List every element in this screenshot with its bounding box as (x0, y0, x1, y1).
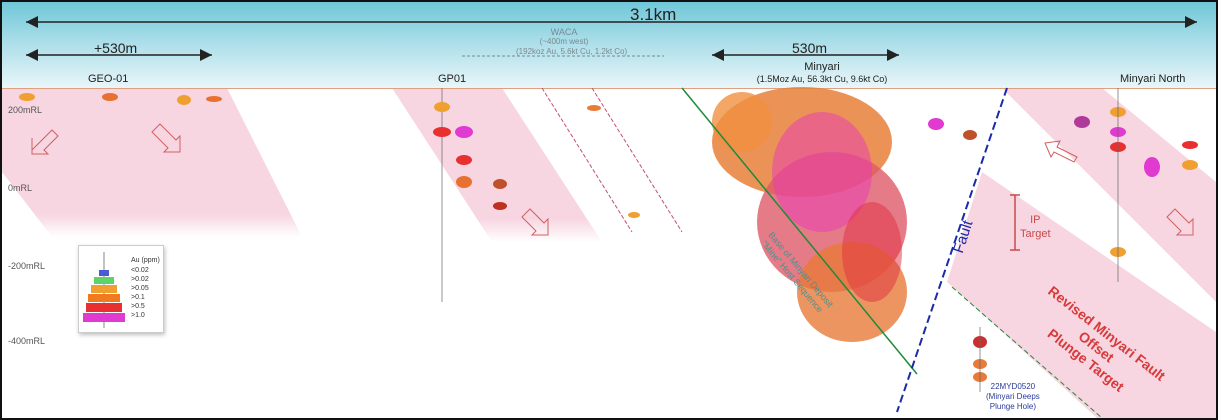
open-zone-geo01 (2, 88, 302, 237)
legend-item: >1.0 (131, 312, 145, 319)
waca-label: WACA (~400m west) (192koz Au, 5.6kt Cu, … (516, 27, 628, 57)
rl-label-neg400: -400mRL (8, 336, 46, 346)
minyari-label: Minyari (1.5Moz Au, 56.3kt Cu, 9.6kt Co) (732, 61, 912, 85)
site-label-gp01: GP01 (438, 73, 467, 85)
hole-desc-line1: (Minyari Deeps (986, 392, 1040, 401)
base-host-sequence-line (681, 87, 918, 375)
legend-item: >0.05 (131, 285, 149, 292)
legend-title: Au (ppm) (131, 257, 160, 264)
legend-item: >0.1 (131, 294, 145, 301)
waca-resource: (192koz Au, 5.6kt Cu, 1.2kt Co) (516, 47, 628, 56)
site-label-geo01: GEO-01 (88, 73, 129, 85)
total-distance-label: 3.1km (630, 5, 677, 24)
hole-id: 22MYD0520 (990, 382, 1036, 391)
minyari-name: Minyari (804, 61, 840, 73)
left-distance-label: +530m (94, 40, 138, 56)
minyari-resource: (1.5Moz Au, 56.3kt Cu, 9.6kt Co) (756, 74, 888, 84)
waca-note: (~400m west) (539, 37, 589, 46)
legend-item: >0.5 (131, 303, 145, 310)
rl-label-neg200: -200mRL (8, 261, 46, 271)
legend-stack-icon (83, 252, 125, 328)
waca-name: WACA (550, 27, 578, 37)
site-label-minyari-north: Minyari North (1120, 73, 1186, 85)
legend-item: >0.02 (131, 276, 149, 283)
legend-item: <0.02 (131, 267, 149, 274)
ip-label-line2: Target (1020, 228, 1051, 240)
fault-line (896, 87, 1008, 413)
drill-hole-label: 22MYD0520 (Minyari Deeps Plunge Hole) (986, 382, 1040, 412)
open-arrows (31, 123, 1194, 236)
rl-label-0: 0mRL (8, 183, 33, 193)
ip-label-line1: IP (1030, 214, 1041, 226)
open-zone-gp01 (392, 88, 602, 242)
au-legend: Au (ppm) <0.02 >0.02 >0.05 >0.1 >0.5 >1.… (78, 245, 164, 333)
minyari-distance-label: 530m (792, 40, 828, 56)
minyari-deposit-intercepts (712, 87, 907, 342)
drill-holes (19, 88, 1198, 392)
ip-target-label: IP Target (1020, 213, 1051, 241)
hole-desc-line2: Plunge Hole) (989, 402, 1037, 411)
rl-label-200: 200mRL (8, 105, 43, 115)
